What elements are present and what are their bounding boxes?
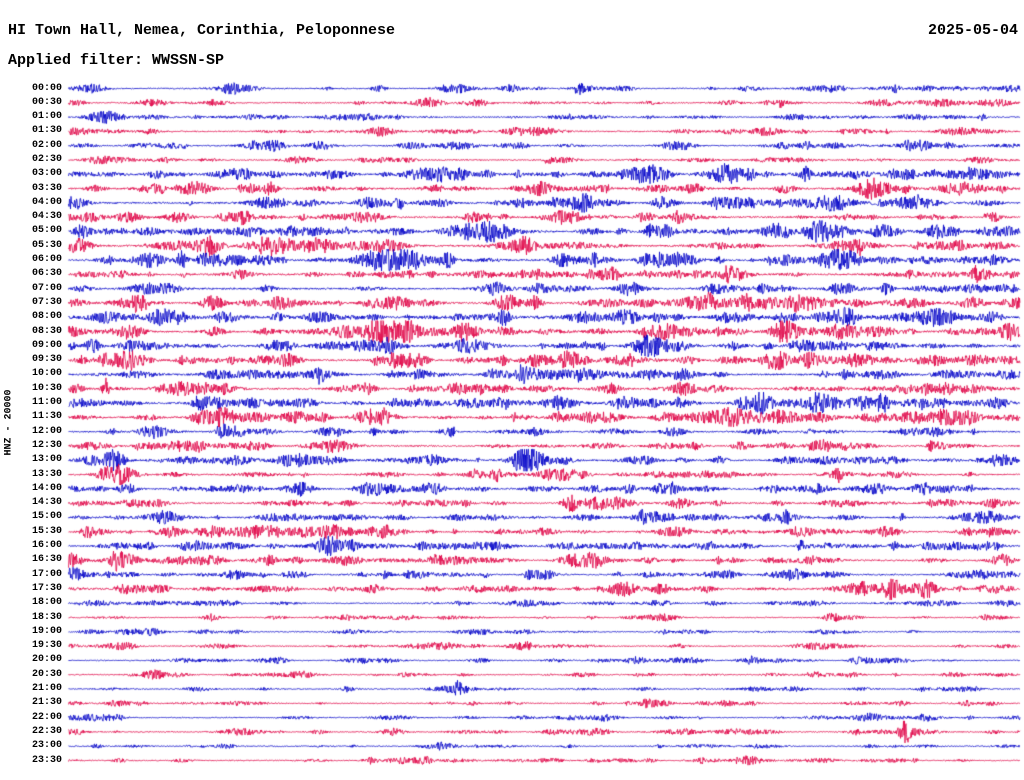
time-label: 20:30 [31,668,62,680]
time-label: 00:00 [31,82,62,94]
station-title: HI Town Hall, Nemea, Corinthia, Peloponn… [8,22,396,39]
time-label: 03:30 [31,182,62,194]
time-label: 17:00 [31,568,62,580]
filter-label: Applied filter: WWSSN-SP [8,52,225,69]
time-label: 16:00 [31,540,62,552]
time-label: 10:30 [31,382,62,394]
time-label: 12:30 [31,439,62,451]
time-label: 21:30 [31,697,62,709]
time-label: 09:30 [31,354,62,366]
time-label: 17:30 [31,582,62,594]
record-date: 2025-05-04 [927,22,1018,39]
time-label: 20:00 [31,654,62,666]
time-label: 08:30 [31,325,62,337]
time-label: 14:00 [31,482,62,494]
time-label: 07:30 [31,296,62,308]
time-axis-labels: 00:00 00:30 01:00 01:30 02:00 02:30 03:00 03:30… [0,0,64,780]
time-label: 08:00 [31,311,62,323]
time-label: 18:00 [31,597,62,609]
time-label: 11:00 [31,397,62,409]
time-label: 04:00 [31,196,62,208]
time-label: 22:30 [31,725,62,737]
time-label: 03:00 [31,168,62,180]
time-label: 05:30 [31,239,62,251]
time-label: 16:30 [31,554,62,566]
time-label: 04:30 [31,211,62,223]
time-label: 10:00 [31,368,62,380]
time-label: 05:00 [31,225,62,237]
time-label: 19:00 [31,625,62,637]
time-label: 02:00 [31,139,62,151]
time-label: 12:00 [31,425,62,437]
time-label: 06:30 [31,268,62,280]
time-label: 09:00 [31,339,62,351]
time-label: 06:00 [31,254,62,266]
time-label: 02:30 [31,153,62,165]
time-label: 13:00 [31,454,62,466]
time-label: 14:30 [31,497,62,509]
time-label: 22:00 [31,711,62,723]
time-label: 18:30 [31,611,62,623]
time-label: 11:30 [31,411,62,423]
time-label: 15:00 [31,511,62,523]
time-label: 07:00 [31,282,62,294]
time-label: 01:30 [31,125,62,137]
time-label: 23:00 [31,740,62,752]
time-label: 21:00 [31,683,62,694]
time-label: 01:00 [31,111,62,123]
time-label: 15:30 [31,525,62,537]
time-label: 00:30 [31,96,62,108]
time-label: 19:30 [31,640,62,652]
time-label: 23:30 [31,754,62,766]
time-label: 13:30 [31,468,62,480]
